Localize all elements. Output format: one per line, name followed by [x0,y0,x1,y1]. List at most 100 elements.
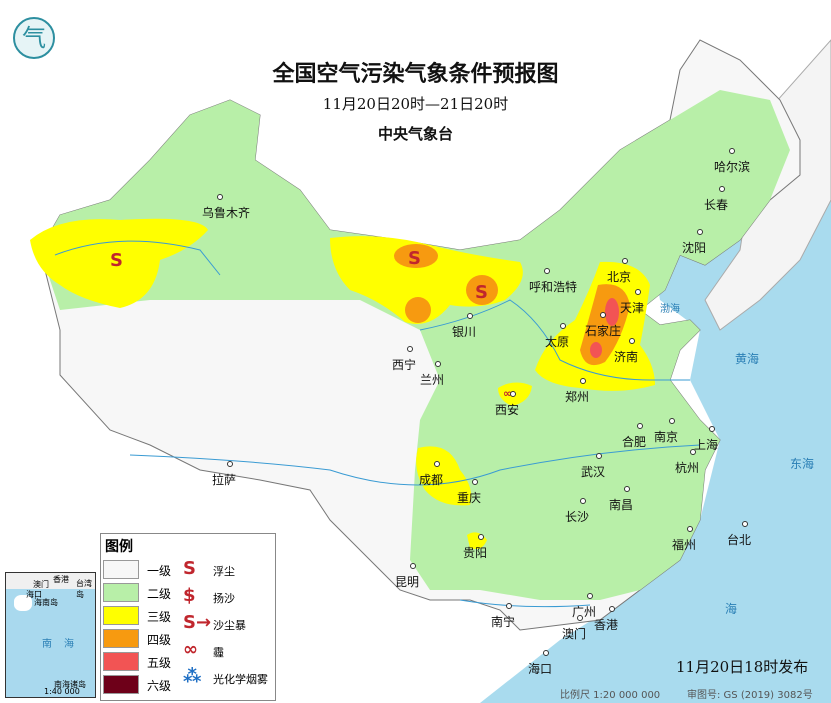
level-5-regions [590,298,619,358]
city-label: 郑州 [565,390,590,404]
city-marker [467,313,473,319]
city-marker [587,593,593,599]
city-marker [506,603,512,609]
legend-symbol-label: 沙尘暴 [213,619,246,632]
city-label: 澳门 [562,627,587,641]
inset-label: 海南岛 [34,598,58,607]
city-marker [580,378,586,384]
city-marker [510,391,516,397]
city-label: 天津 [620,301,645,315]
inset-label: 南海诸岛 [54,680,86,689]
map-title: 全国空气污染气象条件预报图 [272,62,559,87]
legend-symbol-label: 浮尘 [213,565,235,578]
city-label: 呼和浩特 [529,280,578,294]
city-marker [719,186,725,192]
city-marker [622,258,628,264]
city-marker [742,521,748,527]
city-marker [709,426,715,432]
city-marker [478,534,484,540]
city-label: 拉萨 [212,473,237,487]
city-label: 杭州 [675,461,700,475]
city-marker [637,423,643,429]
city-marker [600,312,606,318]
map-scale: 比例尺 1:20 000 000 [560,690,661,701]
city-label: 贵阳 [463,546,488,560]
weather-symbols: S S S ∞ [110,248,512,400]
sea-label: 渤海 [660,304,680,315]
legend-level-label: 一级 [147,564,172,578]
city-label: 台北 [727,533,752,547]
city-label: 长沙 [565,510,590,524]
legend-symbol-label: 霾 [213,646,224,659]
city-label: 兰州 [420,373,445,387]
legend-swatch [103,652,139,671]
city-label: 长春 [704,198,729,212]
floating-dust-icon: S [408,248,421,269]
city-label: 福州 [672,538,697,552]
haze-icon: ∞ [183,639,198,660]
city-label: 南京 [654,430,679,444]
floating-dust-icon: S [110,250,123,271]
city-label: 银川 [452,325,477,339]
city-marker [410,563,416,569]
city-marker [577,615,583,621]
city-label: 广州 [572,605,597,619]
legend: 图例 一级 二级 三级 四级 五级 六级 S 浮尘 $ 扬沙 S→ 沙尘暴 ∞ 霾 ⁂ 光化学烟雾 [100,533,276,701]
city-marker [687,526,693,532]
city-marker [609,606,615,612]
inset-label: 海 [64,639,74,650]
city-marker [227,461,233,467]
issuing-agency: 中央气象台 [377,125,453,143]
city-marker [544,268,550,274]
inset-scale: 1:40 000 000 [44,687,80,697]
sea-label: 黄海 [735,352,760,366]
forecast-period: 11月20日20时—21日20时 [322,95,509,113]
city-marker [434,461,440,467]
city-label: 武汉 [581,465,606,479]
legend-level-label: 四级 [147,633,172,647]
city-marker [596,453,602,459]
legend-swatch [103,629,139,648]
legend-swatch [103,606,139,625]
city-label: 昆明 [395,575,420,589]
city-marker [729,148,735,154]
city-label: 海口 [528,662,553,676]
city-label: 沈阳 [682,241,707,255]
city-marker [580,498,586,504]
sandstorm-icon: S→ [183,612,212,633]
city-label: 南宁 [491,615,516,629]
legend-title: 图例 [105,539,133,555]
legend-symbol-label: 光化学烟雾 [213,673,268,686]
city-marker [635,289,641,295]
legend-level-label: 二级 [147,587,172,601]
city-marker [560,323,566,329]
city-marker [697,229,703,235]
city-label: 哈尔滨 [714,160,751,174]
sea-label: 海 [725,602,738,616]
city-label: 香港 [594,618,619,632]
city-label: 南昌 [609,498,634,512]
floating-dust-icon: S [475,282,488,303]
city-label: 合肥 [622,435,647,449]
legend-symbol-label: 扬沙 [213,592,235,605]
city-label: 乌鲁木齐 [202,206,251,220]
city-label: 西安 [495,403,520,417]
level-2-region [40,90,790,600]
city-marker [669,418,675,424]
inset-label: 澳门 [33,580,49,589]
city-label: 北京 [607,270,632,284]
south-china-sea-inset: 澳门 香港 台湾岛 海口 海南岛 南 海 南海诸岛 1:40 000 000 [5,572,96,698]
city-label: 上海 [694,438,719,452]
legend-level-label: 六级 [147,679,172,693]
photochemical-smog-icon: ⁂ [183,666,202,687]
city-marker [435,361,441,367]
floating-dust-icon: S [183,558,196,579]
city-marker [543,650,549,656]
legend-swatch [103,583,139,602]
approval-number: 审图号: GS (2019) 3082号 [687,690,813,701]
city-marker [624,486,630,492]
city-label: 西宁 [392,358,417,372]
city-label: 济南 [614,350,639,364]
inset-label: 海口 [26,590,42,599]
